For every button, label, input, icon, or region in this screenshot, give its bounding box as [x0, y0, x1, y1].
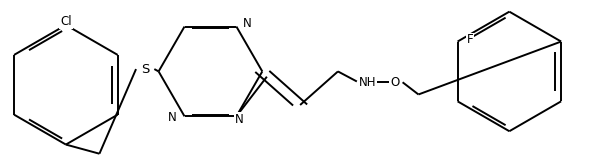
Text: N: N [168, 111, 177, 124]
Text: N: N [235, 113, 244, 126]
Text: S: S [141, 63, 149, 76]
Text: F: F [467, 33, 473, 46]
Text: O: O [390, 76, 400, 89]
Text: NH: NH [359, 76, 376, 89]
Text: Cl: Cl [60, 15, 72, 28]
Text: N: N [243, 17, 252, 30]
